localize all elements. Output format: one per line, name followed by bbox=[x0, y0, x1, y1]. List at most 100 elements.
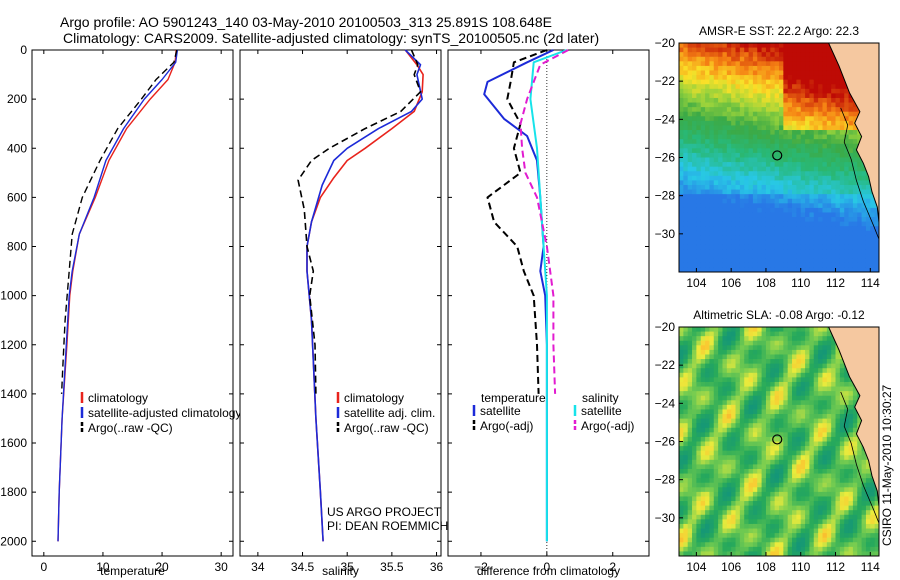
heatmap-cell bbox=[822, 537, 828, 543]
heatmap-cell bbox=[713, 217, 719, 223]
heatmap-cell bbox=[700, 93, 706, 99]
heatmap-cell bbox=[713, 464, 719, 470]
heatmap-cell bbox=[818, 446, 824, 452]
heatmap-cell bbox=[726, 157, 732, 163]
heatmap-cell bbox=[813, 523, 819, 530]
heatmap-cell bbox=[726, 107, 732, 113]
heatmap-cell bbox=[792, 436, 797, 443]
heatmap-cell bbox=[779, 239, 784, 246]
heatmap-cell bbox=[822, 125, 828, 131]
heatmap-cell bbox=[705, 152, 711, 159]
heatmap-cell bbox=[722, 262, 728, 269]
heatmap-cell bbox=[735, 354, 741, 360]
heatmap-cell bbox=[783, 52, 789, 58]
heatmap-cell bbox=[757, 47, 763, 53]
heatmap-cell bbox=[696, 93, 702, 99]
heatmap-cell bbox=[779, 244, 784, 250]
heatmap-cell bbox=[748, 171, 754, 177]
heatmap-cell bbox=[709, 56, 715, 62]
heatmap-cell bbox=[805, 244, 811, 250]
heatmap-cell bbox=[813, 102, 819, 108]
heatmap-cell bbox=[861, 166, 867, 172]
heatmap-cell bbox=[718, 432, 724, 438]
heatmap-cell bbox=[752, 70, 758, 76]
heatmap-cell bbox=[692, 107, 697, 113]
heatmap-cell bbox=[765, 450, 771, 456]
heatmap-cell bbox=[709, 432, 715, 438]
heatmap-cell bbox=[809, 230, 815, 236]
heatmap-cell bbox=[679, 65, 684, 72]
heatmap-cell bbox=[852, 542, 858, 548]
heatmap-cell bbox=[857, 189, 863, 195]
heatmap-cell bbox=[796, 262, 802, 269]
heatmap-cell bbox=[744, 336, 750, 342]
heatmap-cell bbox=[752, 349, 758, 356]
heatmap-cell bbox=[822, 459, 828, 465]
heatmap-cell bbox=[705, 180, 711, 186]
heatmap-cell bbox=[726, 359, 732, 365]
heatmap-cell bbox=[761, 418, 767, 424]
heatmap-cell bbox=[722, 340, 728, 346]
heatmap-cell bbox=[865, 491, 871, 498]
heatmap-cell bbox=[796, 537, 802, 543]
heatmap-cell bbox=[844, 102, 850, 108]
heatmap-cell bbox=[787, 459, 793, 465]
heatmap-cell bbox=[835, 93, 841, 99]
heatmap-cell bbox=[805, 551, 811, 556]
heatmap-cell bbox=[713, 533, 719, 539]
heatmap-cell bbox=[839, 207, 845, 214]
heatmap-cell bbox=[757, 546, 763, 553]
heatmap-cell bbox=[818, 372, 824, 378]
heatmap-cell bbox=[739, 235, 745, 241]
heatmap-cell bbox=[700, 88, 706, 94]
heatmap-cell bbox=[709, 194, 715, 200]
heatmap-cell bbox=[687, 116, 693, 122]
heatmap-cell bbox=[700, 116, 706, 122]
heatmap-cell bbox=[822, 487, 828, 493]
heatmap-cell bbox=[731, 363, 737, 369]
heatmap-cell bbox=[770, 130, 776, 136]
heatmap-cell bbox=[852, 253, 858, 259]
heatmap-cell bbox=[735, 175, 741, 181]
heatmap-cell bbox=[752, 482, 758, 488]
heatmap-cell bbox=[839, 464, 845, 470]
heatmap-cell bbox=[818, 478, 824, 484]
heatmap-cell bbox=[792, 491, 797, 498]
heatmap-cell bbox=[852, 226, 858, 232]
heatmap-cell bbox=[839, 473, 845, 479]
heatmap-cell bbox=[692, 368, 697, 374]
heatmap-cell bbox=[744, 542, 750, 548]
heatmap-cell bbox=[765, 395, 771, 401]
heatmap-cell bbox=[709, 436, 715, 443]
heatmap-cell bbox=[757, 377, 763, 383]
heatmap-cell bbox=[683, 79, 689, 85]
heatmap-cell bbox=[844, 244, 850, 250]
heatmap-cell bbox=[770, 377, 776, 383]
heatmap-cell bbox=[787, 336, 793, 342]
heatmap-cell bbox=[679, 180, 684, 186]
heatmap-cell bbox=[779, 258, 784, 264]
heatmap-cell bbox=[818, 395, 824, 401]
heatmap-cell bbox=[722, 171, 728, 177]
heatmap-cell bbox=[796, 235, 802, 241]
heatmap-cell bbox=[679, 528, 684, 534]
heatmap-cell bbox=[831, 102, 837, 108]
heatmap-cell bbox=[748, 395, 754, 401]
heatmap-cell bbox=[774, 143, 780, 149]
heatmap-cell bbox=[687, 377, 693, 383]
heatmap-cell bbox=[722, 414, 728, 420]
heatmap-cell bbox=[770, 180, 776, 186]
heatmap-cell bbox=[735, 97, 741, 104]
heatmap-cell bbox=[683, 418, 689, 424]
heatmap-cell bbox=[683, 372, 689, 378]
heatmap-cell bbox=[770, 395, 776, 401]
heatmap-cell bbox=[752, 468, 758, 475]
heatmap-cell bbox=[792, 450, 797, 456]
heatmap-cell bbox=[874, 221, 879, 227]
heatmap-cell bbox=[718, 501, 724, 507]
heatmap-cell bbox=[805, 148, 811, 154]
heatmap-cell bbox=[726, 189, 732, 195]
heatmap-cell bbox=[683, 166, 689, 172]
heatmap-cell bbox=[774, 359, 780, 365]
